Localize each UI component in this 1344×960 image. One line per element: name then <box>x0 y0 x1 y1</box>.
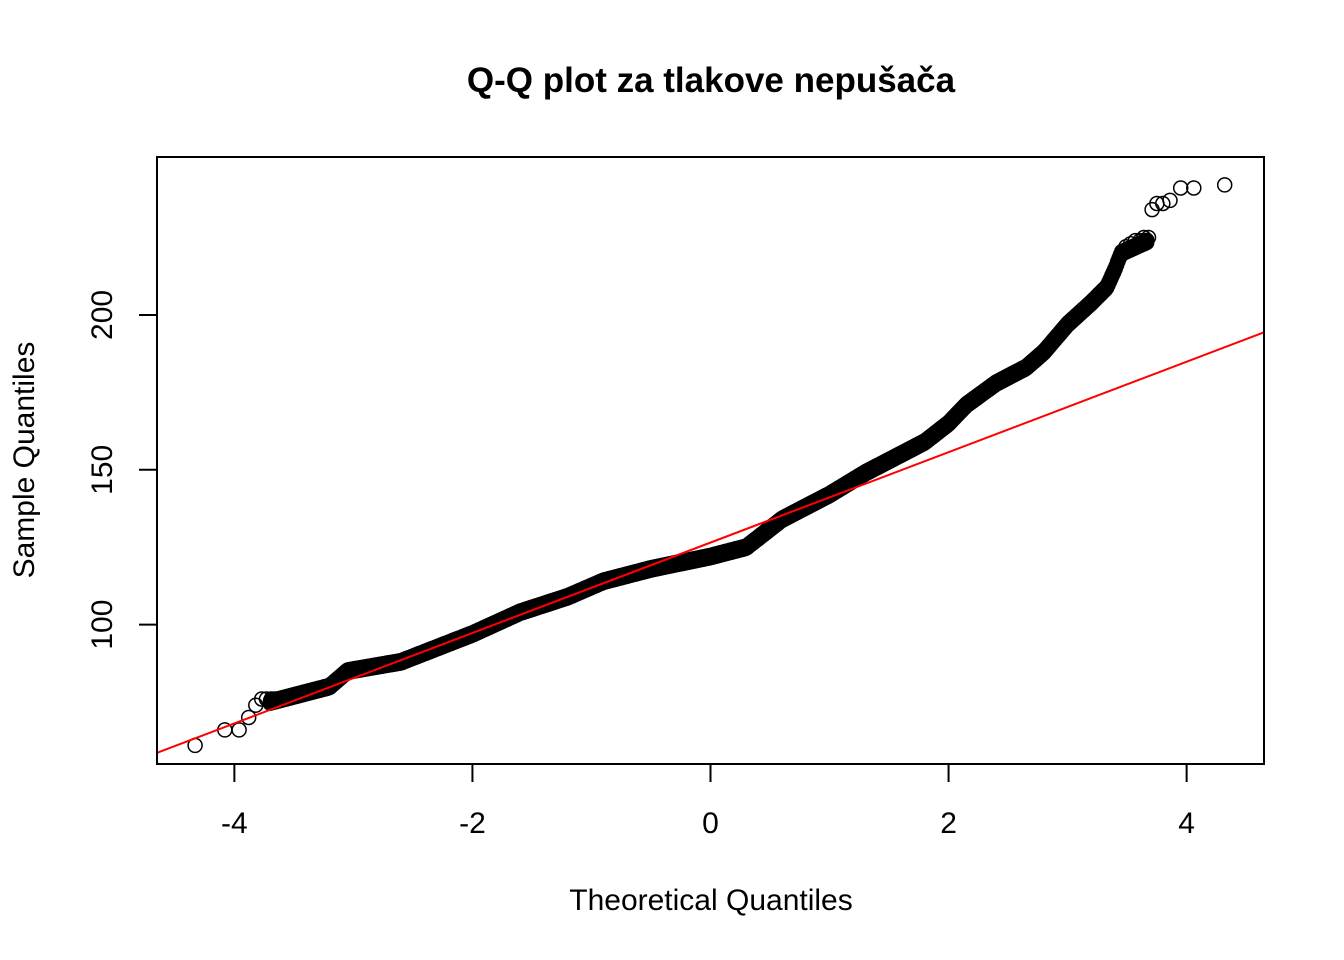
reference-line <box>157 331 1264 754</box>
tail-point <box>1162 192 1178 209</box>
tail-point <box>1136 229 1152 246</box>
tail-point <box>1144 201 1160 218</box>
x-tick-label: -4 <box>221 807 248 840</box>
tail-point <box>1172 180 1189 196</box>
tail-point <box>1132 232 1148 249</box>
tail-point <box>1122 235 1139 252</box>
dense-sample-band <box>262 232 1155 711</box>
tail-point <box>267 691 283 707</box>
tail-point <box>240 709 257 726</box>
tail-point <box>1155 195 1171 212</box>
x-tick-label: -2 <box>459 807 486 840</box>
tail-point <box>253 691 270 707</box>
plot-frame <box>156 156 1265 765</box>
y-tick-label: 150 <box>86 445 119 495</box>
points-layer <box>187 177 1233 754</box>
tail-point <box>258 691 275 707</box>
tail-point <box>263 691 280 707</box>
x-axis-label: Theoretical Quantiles <box>569 884 852 917</box>
tail-point <box>1216 177 1233 193</box>
tail-point <box>231 722 247 738</box>
tail-point <box>1140 229 1157 246</box>
x-axis: -4 -2 0 2 4 <box>221 764 1195 840</box>
chart-title: Q-Q plot za tlakove nepušača <box>467 61 956 100</box>
tail-point <box>1186 180 1202 196</box>
y-tick-label: 100 <box>86 600 119 650</box>
x-tick-label: 4 <box>1178 807 1195 840</box>
x-tick-label: 0 <box>702 807 719 840</box>
y-axis: 100 150 200 <box>86 290 157 650</box>
x-tick-label: 2 <box>940 807 957 840</box>
y-axis-label: Sample Quantiles <box>8 342 41 579</box>
y-tick-label: 200 <box>86 290 119 340</box>
